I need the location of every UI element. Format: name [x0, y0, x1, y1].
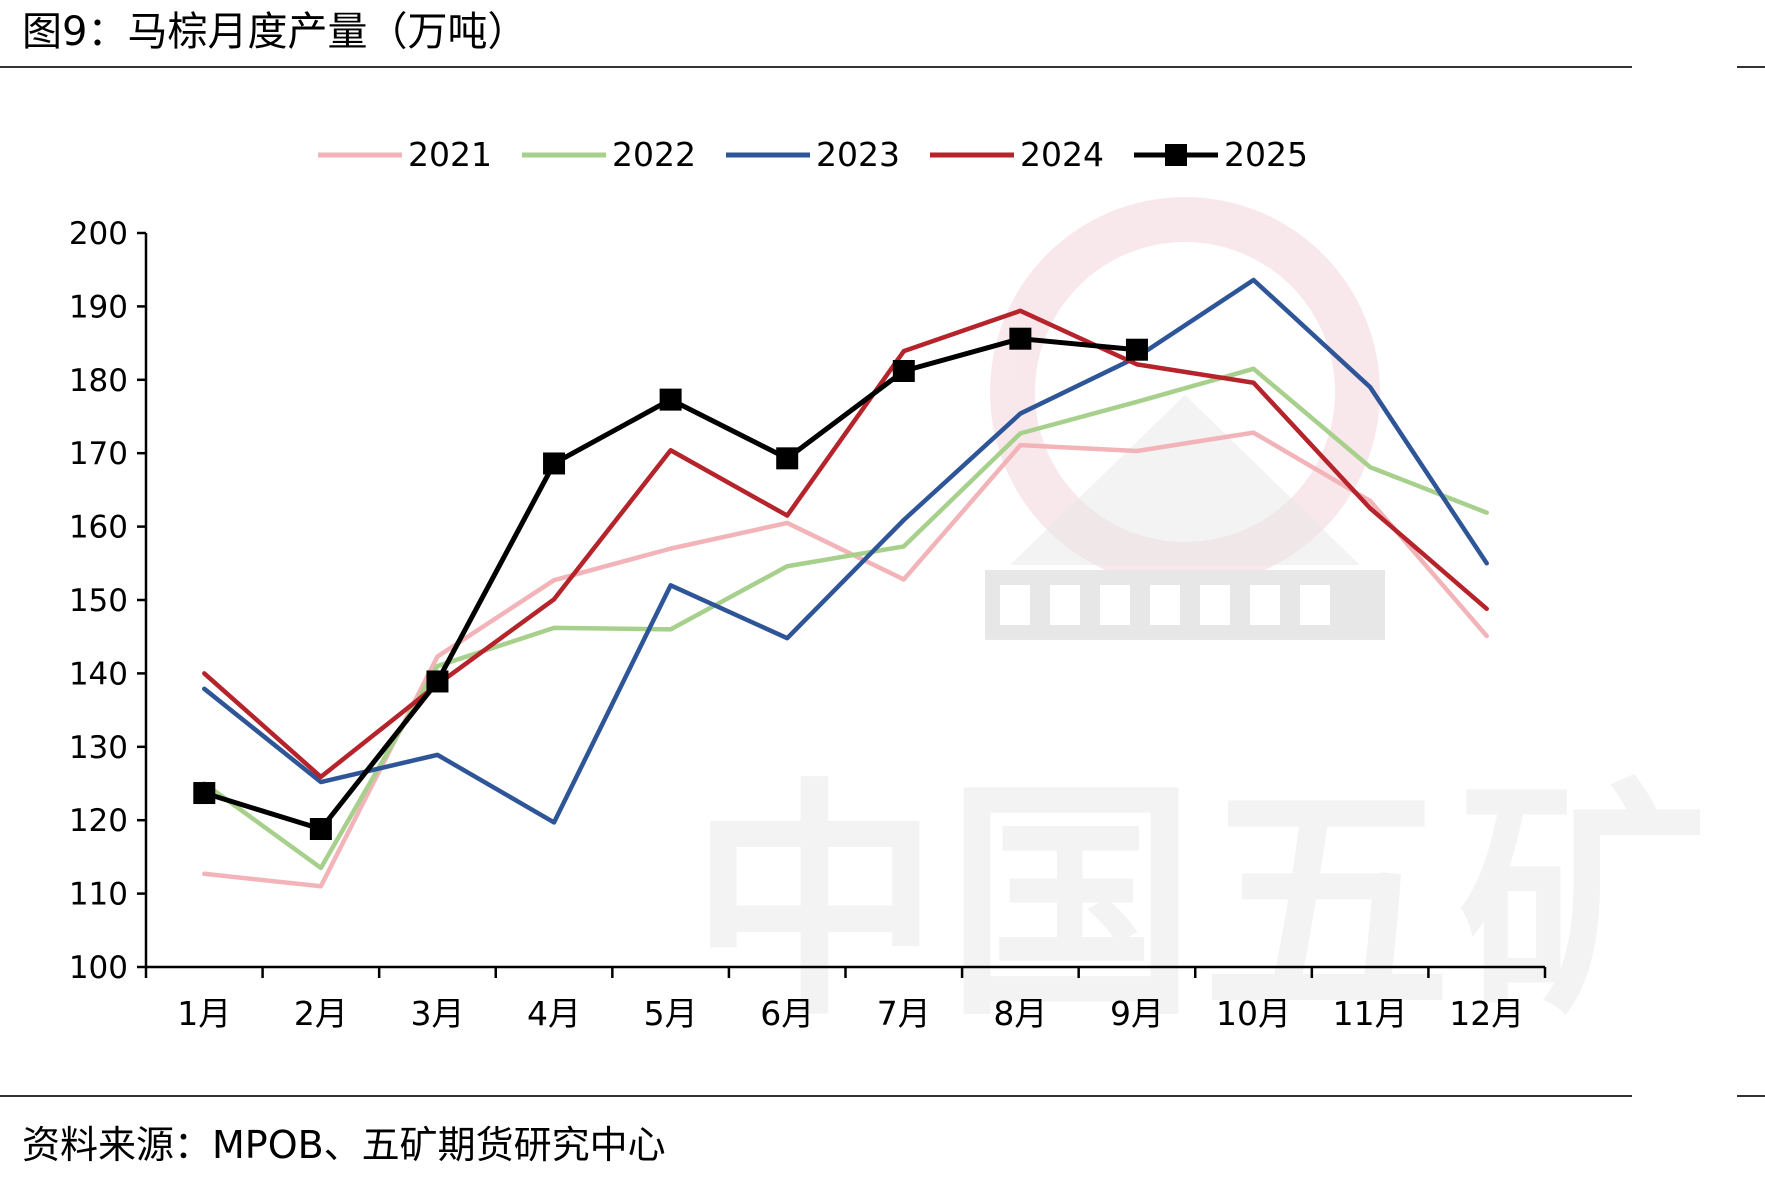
y-tick-label: 200	[69, 216, 128, 252]
legend-label: 2023	[816, 135, 900, 174]
series-2021	[202, 430, 1489, 889]
data-point-2025	[659, 388, 682, 411]
x-tick-label: 12月	[1449, 994, 1524, 1033]
top-rule-right	[1737, 66, 1765, 68]
y-tick-label: 180	[69, 363, 128, 399]
series-line-2023	[202, 277, 1489, 825]
legend-entry-2021: 2021	[318, 135, 492, 174]
y-tick-label: 100	[69, 950, 128, 986]
y-tick-label: 160	[69, 510, 128, 546]
data-point-2025	[892, 359, 915, 382]
x-tick-label: 3月	[410, 994, 464, 1033]
data-point-2025	[426, 670, 449, 693]
legend-entry-2025: 2025	[1134, 135, 1308, 174]
y-tick-label: 170	[69, 436, 128, 472]
data-point-2025	[309, 818, 332, 841]
x-tick-label: 2月	[294, 994, 348, 1033]
y-tick-label: 150	[69, 583, 128, 619]
data-point-2025	[543, 452, 566, 475]
legend-entry-2024: 2024	[930, 135, 1104, 174]
y-tick-label: 120	[69, 803, 128, 839]
x-tick-label: 1月	[177, 994, 231, 1033]
series-line-2021	[202, 430, 1489, 889]
x-tick-label: 11月	[1333, 994, 1408, 1033]
legend-label: 2021	[408, 135, 492, 174]
x-tick-label: 10月	[1216, 994, 1291, 1033]
data-point-2025	[776, 447, 799, 470]
bottom-rule	[0, 1095, 1632, 1097]
legend-label: 2025	[1224, 135, 1308, 174]
data-point-2025	[1125, 338, 1148, 361]
x-tick-label: 8月	[993, 994, 1047, 1033]
y-tick-label: 130	[69, 730, 128, 766]
x-tick-label: 9月	[1110, 994, 1164, 1033]
legend-marker	[1165, 144, 1187, 166]
legend-label: 2022	[612, 135, 696, 174]
series-2024	[202, 308, 1489, 780]
x-tick-label: 5月	[644, 994, 698, 1033]
series-2025	[193, 327, 1148, 841]
top-rule	[0, 66, 1632, 68]
legend-entry-2022: 2022	[522, 135, 696, 174]
x-tick-label: 7月	[877, 994, 931, 1033]
x-tick-label: 6月	[760, 994, 814, 1033]
series-line-2024	[202, 308, 1489, 780]
legend-entry-2023: 2023	[726, 135, 900, 174]
data-point-2025	[1009, 327, 1032, 350]
y-tick-label: 190	[69, 289, 128, 325]
source-note: 资料来源：MPOB、五矿期货研究中心	[22, 1123, 666, 1167]
x-tick-label: 4月	[527, 994, 581, 1033]
data-point-2025	[193, 782, 216, 805]
minmetals-logo-watermark	[985, 197, 1385, 640]
y-tick-label: 110	[69, 877, 128, 913]
series-2023	[202, 277, 1489, 825]
page-title: 图9：马棕月度产量（万吨）	[22, 9, 528, 55]
legend-label: 2024	[1020, 135, 1104, 174]
bottom-rule-right	[1737, 1095, 1765, 1097]
y-tick-label: 140	[69, 656, 128, 692]
